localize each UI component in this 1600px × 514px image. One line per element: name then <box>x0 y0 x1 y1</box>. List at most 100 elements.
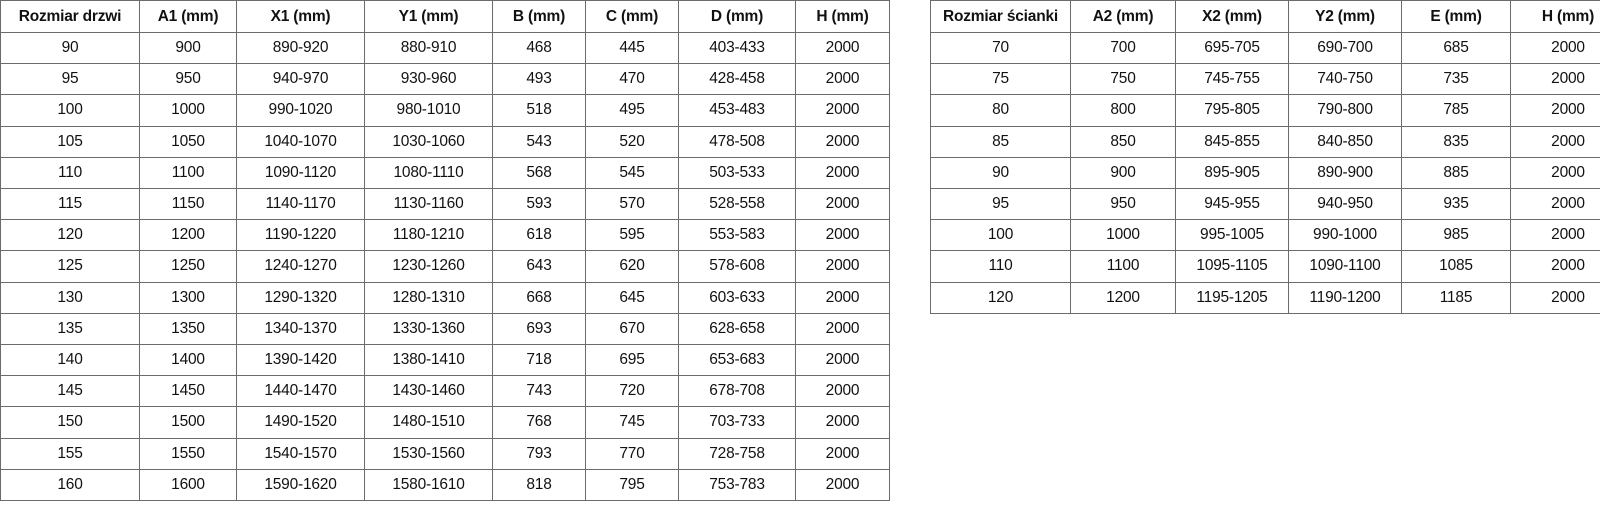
table-cell: 1600 <box>139 468 237 502</box>
table-cell: 703-733 <box>678 406 796 439</box>
table-cell: 1250 <box>139 250 237 283</box>
table-cell: 1500 <box>139 406 237 439</box>
table-cell: 2000 <box>795 31 890 65</box>
table-cell: 745-755 <box>1175 63 1289 96</box>
table-cell: 155 <box>0 437 140 470</box>
table-cell: 1430-1460 <box>364 375 493 408</box>
door-size-table-column-header: H (mm) <box>795 0 890 33</box>
table-cell: 990-1020 <box>236 94 365 127</box>
table-header-row: Rozmiar ścianki A2 (mm) X2 (mm) Y2 (mm) E (m… <box>930 0 1600 33</box>
table-cell: 603-633 <box>678 281 796 314</box>
table-row: 85 850 845-855 840-850 835 2000 <box>930 125 1600 158</box>
table-cell: 120 <box>0 219 140 252</box>
table-cell: 795 <box>585 468 679 502</box>
table-cell: 1390-1420 <box>236 344 365 377</box>
table-cell: 1140-1170 <box>236 188 365 221</box>
table-cell: 110 <box>930 250 1071 283</box>
table-cell: 1480-1510 <box>364 406 493 439</box>
table-cell: 653-683 <box>678 344 796 377</box>
table-cell: 1190-1200 <box>1288 281 1402 314</box>
table-cell: 1090-1120 <box>236 156 365 190</box>
table-cell: 2000 <box>795 281 890 314</box>
table-cell: 528-558 <box>678 188 796 221</box>
table-row: 110 1100 1095-1105 1090-1100 1085 2000 <box>930 250 1600 283</box>
table-cell: 628-658 <box>678 312 796 346</box>
table-cell: 835 <box>1401 125 1511 158</box>
table-cell: 795-805 <box>1175 94 1289 127</box>
table-cell: 120 <box>930 281 1071 314</box>
table-cell: 503-533 <box>678 156 796 190</box>
table-cell: 445 <box>585 31 679 65</box>
table-cell: 1380-1410 <box>364 344 493 377</box>
table-cell: 1540-1570 <box>236 437 365 470</box>
table-cell: 2000 <box>795 437 890 470</box>
door-size-table-column-header: Y1 (mm) <box>364 0 493 33</box>
table-cell: 895-905 <box>1175 156 1289 190</box>
table-cell: 1100 <box>139 156 237 190</box>
table-row: 95 950 945-955 940-950 935 2000 <box>930 188 1600 221</box>
table-cell: 2000 <box>795 125 890 158</box>
table-cell: 2000 <box>795 468 890 502</box>
table-cell: 885 <box>1401 156 1511 190</box>
table-cell: 745 <box>585 406 679 439</box>
table-cell: 1490-1520 <box>236 406 365 439</box>
table-cell: 2000 <box>1510 188 1600 221</box>
table-cell: 1030-1060 <box>364 125 493 158</box>
wall-panel-size-table-body: 70 700 695-705 690-700 685 2000 75 750 745-755 74… <box>930 31 1600 314</box>
wall-panel-size-table-header: Rozmiar ścianki A2 (mm) X2 (mm) Y2 (mm) E (m… <box>930 0 1600 33</box>
table-cell: 493 <box>492 63 586 96</box>
table-cell: 728-758 <box>678 437 796 470</box>
table-cell: 1340-1370 <box>236 312 365 346</box>
table-cell: 1280-1310 <box>364 281 493 314</box>
table-cell: 2000 <box>795 312 890 346</box>
table-cell: 1230-1260 <box>364 250 493 283</box>
table-cell: 1200 <box>139 219 237 252</box>
table-row: 150 1500 1490-1520 1480-1510 768 745 703-733 20… <box>0 406 890 439</box>
table-cell: 2000 <box>1510 31 1600 65</box>
table-cell: 695 <box>585 344 679 377</box>
table-row: 140 1400 1390-1420 1380-1410 718 695 653-683 20… <box>0 344 890 377</box>
table-cell: 105 <box>0 125 140 158</box>
table-cell: 850 <box>1070 125 1176 158</box>
table-cell: 685 <box>1401 31 1511 65</box>
table-row: 115 1150 1140-1170 1130-1160 593 570 528-558 20… <box>0 188 890 221</box>
table-cell: 645 <box>585 281 679 314</box>
table-cell: 495 <box>585 94 679 127</box>
table-cell: 125 <box>0 250 140 283</box>
table-row: 160 1600 1590-1620 1580-1610 818 795 753-783 20… <box>0 468 890 502</box>
table-cell: 930-960 <box>364 63 493 96</box>
table-cell: 2000 <box>795 344 890 377</box>
table-cell: 2000 <box>795 94 890 127</box>
table-cell: 75 <box>930 63 1071 96</box>
table-cell: 100 <box>0 94 140 127</box>
table-cell: 2000 <box>795 156 890 190</box>
table-cell: 1330-1360 <box>364 312 493 346</box>
table-cell: 578-608 <box>678 250 796 283</box>
table-cell: 770 <box>585 437 679 470</box>
table-row: 145 1450 1440-1470 1430-1460 743 720 678-708 20… <box>0 375 890 408</box>
table-cell: 618 <box>492 219 586 252</box>
table-cell: 950 <box>1070 188 1176 221</box>
table-cell: 890-920 <box>236 31 365 65</box>
table-cell: 2000 <box>1510 63 1600 96</box>
table-cell: 678-708 <box>678 375 796 408</box>
table-cell: 1190-1220 <box>236 219 365 252</box>
table-cell: 785 <box>1401 94 1511 127</box>
table-cell: 695-705 <box>1175 31 1289 65</box>
table-cell: 643 <box>492 250 586 283</box>
table-row: 80 800 795-805 790-800 785 2000 <box>930 94 1600 127</box>
table-row: 105 1050 1040-1070 1030-1060 543 520 478-508 20… <box>0 125 890 158</box>
table-row: 90 900 890-920 880-910 468 445 403-433 2000 <box>0 31 890 65</box>
table-cell: 1040-1070 <box>236 125 365 158</box>
table-cell: 2000 <box>795 219 890 252</box>
table-cell: 543 <box>492 125 586 158</box>
table-cell: 1400 <box>139 344 237 377</box>
table-cell: 1290-1320 <box>236 281 365 314</box>
table-cell: 620 <box>585 250 679 283</box>
table-cell: 140 <box>0 344 140 377</box>
table-cell: 668 <box>492 281 586 314</box>
wall-panel-size-table: Rozmiar ścianki A2 (mm) X2 (mm) Y2 (mm) E (m… <box>930 0 1600 314</box>
table-cell: 1000 <box>139 94 237 127</box>
table-cell: 1185 <box>1401 281 1511 314</box>
door-size-table-column-header: X1 (mm) <box>236 0 365 33</box>
